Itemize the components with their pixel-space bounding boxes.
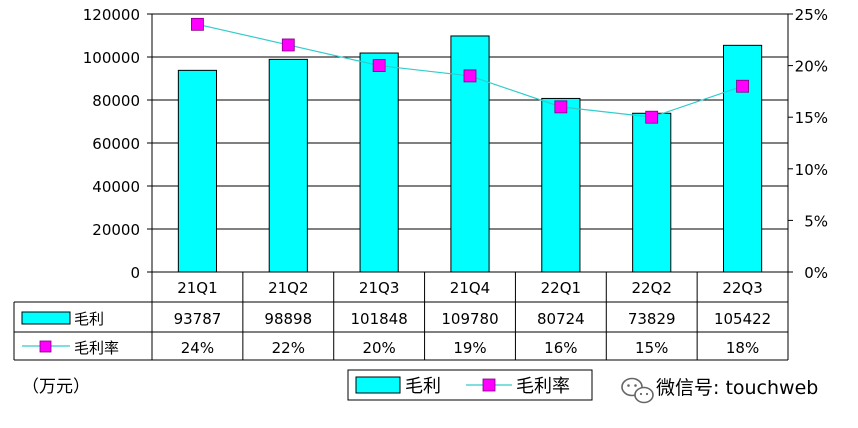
left-axis-ticks: 0 20000 40000 60000 80000 100000 120000 [83, 6, 152, 282]
right-axis-ticks: 0% 5% 10% 15% 20% 25% [788, 6, 828, 282]
legend: 毛利 毛利率 [347, 369, 593, 401]
cell-value-bar: 105422 [714, 310, 771, 328]
point-21Q4 [463, 69, 477, 83]
legend-swatch-bar [355, 376, 401, 394]
left-tick-label: 0 [130, 264, 140, 282]
point-22Q2 [645, 110, 659, 124]
point-21Q3 [372, 59, 386, 72]
cell-value-bar: 98898 [264, 310, 312, 328]
point-21Q1 [191, 17, 204, 31]
row-header-bar: 毛利 [74, 310, 104, 328]
cell-value-line: 20% [362, 339, 395, 357]
left-tick-label: 20000 [92, 221, 140, 239]
category-label: 22Q1 [541, 279, 581, 297]
bar-series [177, 35, 763, 273]
wechat-icon [621, 377, 654, 404]
point-22Q3 [736, 79, 749, 93]
right-tick-label: 25% [795, 6, 828, 24]
watermark: 微信号: touchweb [621, 377, 818, 404]
legend-swatch-marker [482, 378, 496, 392]
category-label: 22Q3 [722, 279, 762, 297]
category-label: 21Q3 [359, 279, 399, 297]
unit-label: （万元） [22, 377, 90, 397]
right-tick-label: 10% [795, 161, 828, 179]
right-tick-label: 0% [804, 264, 828, 282]
right-tick-label: 15% [795, 109, 828, 127]
point-21Q2 [281, 38, 295, 52]
legend-entry-line: 毛利率 [516, 376, 570, 397]
left-tick-label: 120000 [83, 6, 140, 24]
left-tick-label: 60000 [92, 135, 140, 153]
cell-value-bar: 109780 [441, 310, 498, 328]
cell-value-line: 16% [544, 339, 577, 357]
left-tick-label: 40000 [92, 178, 140, 196]
bar-21Q3 [359, 52, 399, 273]
row-header-line: 毛利率 [74, 339, 119, 357]
cell-value-bar: 73829 [628, 310, 676, 328]
line-series [191, 17, 749, 124]
legend-entry-bar: 毛利 [405, 376, 441, 397]
point-22Q1 [554, 100, 568, 114]
category-label: 22Q2 [631, 279, 671, 297]
category-label: 21Q1 [177, 279, 217, 297]
cell-value-line: 22% [272, 339, 305, 357]
bar-22Q1 [541, 97, 581, 273]
cell-value-line: 24% [181, 339, 214, 357]
right-tick-label: 5% [804, 212, 828, 230]
category-label: 21Q2 [268, 279, 308, 297]
bar-21Q2 [268, 58, 308, 273]
bar-22Q2 [632, 112, 672, 273]
cell-value-bar: 93787 [174, 310, 222, 328]
table-swatch-marker [39, 340, 52, 353]
cell-value-bar: 80724 [537, 310, 585, 328]
cell-value-line: 18% [726, 339, 759, 357]
watermark-text: 微信号: touchweb [656, 377, 818, 399]
cell-value-line: 15% [635, 339, 668, 357]
category-label: 21Q4 [450, 279, 490, 297]
table-swatch-bar [21, 311, 71, 325]
cell-value-bar: 101848 [351, 310, 408, 328]
cell-value-line: 19% [453, 339, 486, 357]
bar-21Q1 [177, 69, 218, 273]
left-tick-label: 100000 [83, 49, 140, 67]
right-tick-label: 20% [795, 58, 828, 76]
bar-22Q3 [722, 44, 763, 273]
left-tick-label: 80000 [92, 92, 140, 110]
